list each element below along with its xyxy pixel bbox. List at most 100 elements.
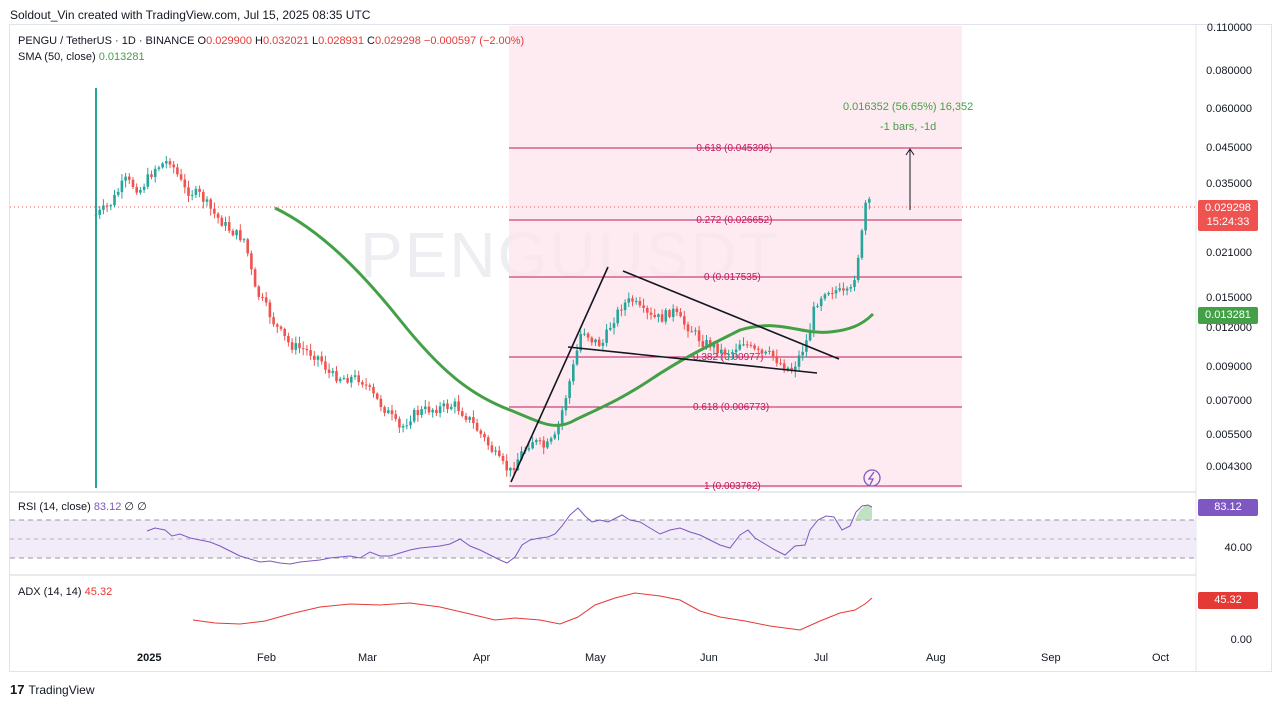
candle-body: [412, 410, 416, 422]
main-legend[interactable]: PENGU / TetherUS · 1D · BINANCE O0.02990…: [18, 35, 524, 47]
candle-body: [442, 403, 446, 407]
candle-body: [864, 202, 867, 231]
candle-body: [113, 194, 116, 206]
candle-body: [364, 384, 368, 386]
rsi-legend[interactable]: RSI (14, close) 83.12 ∅ ∅: [18, 500, 147, 513]
candle-body: [560, 410, 564, 424]
candle-body: [268, 302, 272, 318]
trendline-wedge-top: [622, 270, 840, 360]
fib-zone: [509, 26, 962, 488]
candle-body: [309, 350, 312, 356]
close-value: 0.029298: [374, 35, 421, 47]
candle-body: [553, 434, 557, 439]
candle-body: [842, 288, 845, 291]
symbol-label[interactable]: PENGU / TetherUS · 1D · BINANCE: [18, 35, 195, 47]
current-price-tag[interactable]: 0.029298: [1198, 200, 1258, 217]
candle-body: [668, 310, 671, 317]
fib-label-neg0618: -0.618 (0.045396): [693, 143, 773, 154]
sma-legend-label[interactable]: SMA (50, close): [18, 51, 96, 63]
candle-body: [675, 308, 679, 313]
fib-levels: [509, 147, 962, 487]
candle-body: [638, 300, 642, 306]
candle-body: [720, 349, 723, 354]
low-value: 0.028931: [318, 35, 364, 47]
candle-body: [512, 467, 516, 470]
candle-body: [131, 179, 135, 188]
tradingview-logo[interactable]: 17 TradingView: [10, 682, 95, 697]
candle-body: [831, 292, 834, 294]
candle-body: [679, 312, 682, 317]
candle-body: [431, 409, 434, 413]
candle-body: [627, 298, 631, 303]
candle-body: [446, 403, 449, 409]
candle-body: [150, 174, 153, 177]
candle-body: [646, 307, 649, 313]
candle-body: [579, 333, 582, 351]
candle-body: [153, 168, 157, 177]
adx-legend[interactable]: ADX (14, 14) 45.32: [18, 586, 112, 598]
rsi-legend-label[interactable]: RSI (14, close): [18, 501, 91, 513]
adx-axis-label: 0.00: [1230, 634, 1252, 646]
close-label: C: [367, 35, 375, 47]
rsi-legend-extra1: ∅: [124, 501, 134, 513]
candle-body: [398, 418, 401, 428]
lightning-icon: [863, 469, 881, 487]
candle-body: [220, 217, 224, 226]
candle-body: [279, 326, 283, 329]
time-axis-label: 2025: [137, 652, 162, 664]
candle-body: [516, 459, 520, 470]
price-axis-label: 0.080000: [1206, 65, 1252, 77]
countdown-tag: 15:24:33: [1198, 214, 1258, 231]
candle-body: [671, 308, 675, 317]
candle-body: [346, 378, 349, 383]
rsi-overbought-fill: [855, 505, 872, 520]
candle-body: [449, 406, 453, 409]
candle-body: [660, 314, 664, 322]
candle-body: [812, 306, 816, 331]
candle-body: [161, 163, 164, 168]
candle-body: [168, 161, 172, 165]
open-value: 0.029900: [206, 35, 252, 47]
candle-body: [387, 410, 390, 413]
candle-body: [205, 199, 209, 202]
trendline-wedge-bottom: [567, 346, 818, 374]
candle-body: [424, 406, 427, 410]
candle-body: [416, 410, 420, 415]
candle-body: [435, 409, 438, 414]
candle-body: [486, 437, 490, 446]
chart-credit: Soldout_Vin created with TradingView.com…: [10, 8, 371, 22]
candle-body: [757, 348, 760, 350]
fib-label-neg0272: -0.272 (0.026652): [693, 215, 773, 226]
candle-body: [176, 167, 179, 175]
candle-body: [483, 434, 486, 438]
sma-legend[interactable]: SMA (50, close) 0.013281: [18, 51, 145, 63]
high-value: 0.032021: [262, 35, 309, 47]
adx-legend-value: 45.32: [84, 586, 113, 598]
candle-body: [116, 191, 120, 195]
price-axis-label: 0.009000: [1206, 361, 1252, 373]
rsi-line: [146, 504, 873, 565]
candle-body: [845, 288, 849, 291]
candle-body: [797, 355, 801, 367]
candle-body: [549, 438, 553, 442]
candle-body: [224, 222, 227, 226]
candle-body: [479, 430, 483, 435]
candle-body: [468, 417, 471, 420]
candle-body: [572, 364, 575, 382]
candle-body: [657, 314, 660, 317]
sma-price-tag: 0.013281: [1198, 307, 1258, 324]
candle-body: [109, 205, 113, 207]
candle-body: [819, 298, 823, 307]
candle-body: [135, 187, 138, 193]
candle-body: [612, 323, 616, 328]
candle-body: [827, 292, 830, 295]
candle-body: [853, 280, 856, 288]
candle-body: [527, 448, 531, 450]
candle-body: [542, 440, 545, 448]
time-axis-label: Feb: [257, 652, 276, 664]
candle-body: [264, 297, 268, 303]
time-axis-label: Aug: [926, 652, 946, 664]
adx-legend-label[interactable]: ADX (14, 14): [18, 586, 82, 598]
candle-body: [187, 187, 190, 196]
